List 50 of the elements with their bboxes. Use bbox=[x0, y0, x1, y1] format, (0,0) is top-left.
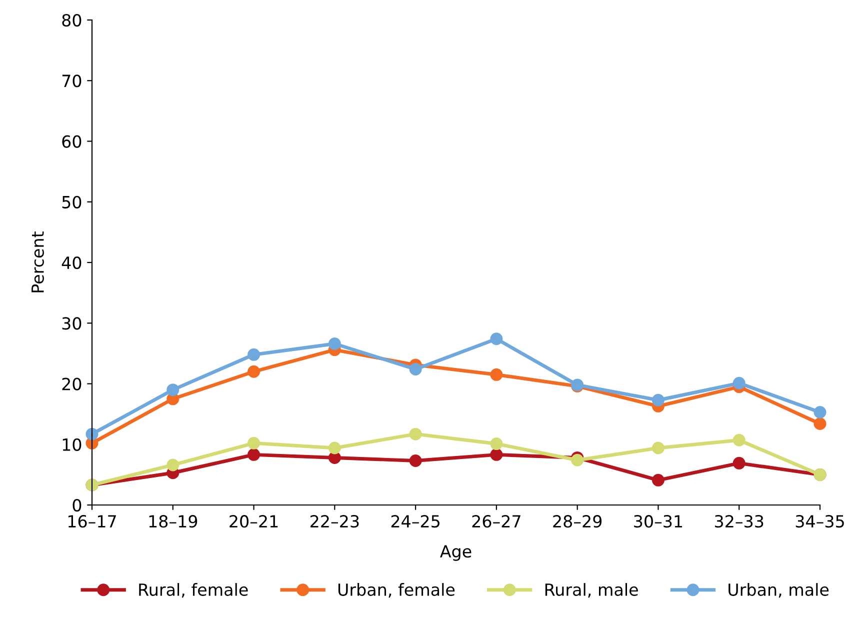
point bbox=[248, 448, 260, 461]
point bbox=[409, 428, 422, 440]
point bbox=[248, 436, 260, 450]
x-tick-label: 20–21 bbox=[230, 515, 278, 528]
y-axis-title: Percent bbox=[32, 232, 44, 292]
point bbox=[490, 438, 503, 450]
x-tick-label: 30–31 bbox=[634, 515, 682, 528]
legend-label: Urban, male bbox=[728, 583, 829, 598]
y-tick-label: 30 bbox=[62, 317, 82, 330]
legend-label: Rural, female bbox=[139, 583, 248, 598]
point bbox=[328, 337, 341, 350]
point bbox=[732, 376, 746, 390]
point bbox=[328, 442, 341, 454]
point bbox=[166, 384, 180, 396]
point bbox=[409, 454, 422, 467]
legend-label: Rural, male bbox=[545, 583, 638, 598]
point bbox=[652, 442, 664, 454]
x-tick-label: 24–25 bbox=[391, 515, 440, 528]
y-tick-label: 50 bbox=[62, 196, 82, 208]
point bbox=[490, 448, 503, 461]
x-tick-label: 32–33 bbox=[715, 515, 764, 528]
point bbox=[732, 434, 746, 446]
x-tick-label: 28–29 bbox=[553, 515, 602, 528]
x-tick-label: 16–17 bbox=[68, 515, 116, 528]
point bbox=[814, 406, 826, 418]
y-tick-label: 70 bbox=[62, 74, 82, 88]
y-tick-label: 20 bbox=[62, 378, 82, 390]
point bbox=[248, 365, 260, 378]
point bbox=[652, 394, 664, 406]
point bbox=[571, 454, 584, 466]
point bbox=[652, 474, 664, 486]
y-tick-label: 60 bbox=[62, 135, 82, 148]
x-tick-label: 26–27 bbox=[472, 515, 520, 528]
point bbox=[814, 418, 826, 430]
point bbox=[86, 428, 98, 440]
x-axis-title: Age bbox=[440, 545, 472, 561]
x-tick-label: 34–35 bbox=[796, 515, 844, 528]
point bbox=[490, 368, 503, 381]
point bbox=[732, 456, 746, 470]
y-tick-label: 10 bbox=[62, 438, 82, 451]
point bbox=[166, 458, 180, 472]
y-tick-label: 40 bbox=[62, 256, 82, 270]
point bbox=[490, 332, 503, 346]
y-tick-label: 0 bbox=[72, 498, 82, 512]
point bbox=[248, 348, 260, 361]
x-tick-label: 22–23 bbox=[310, 515, 359, 528]
y-tick-label: 80 bbox=[62, 14, 82, 27]
point bbox=[409, 362, 422, 376]
legend-label: Urban, female bbox=[338, 583, 455, 598]
x-tick-label: 18–19 bbox=[149, 515, 198, 528]
